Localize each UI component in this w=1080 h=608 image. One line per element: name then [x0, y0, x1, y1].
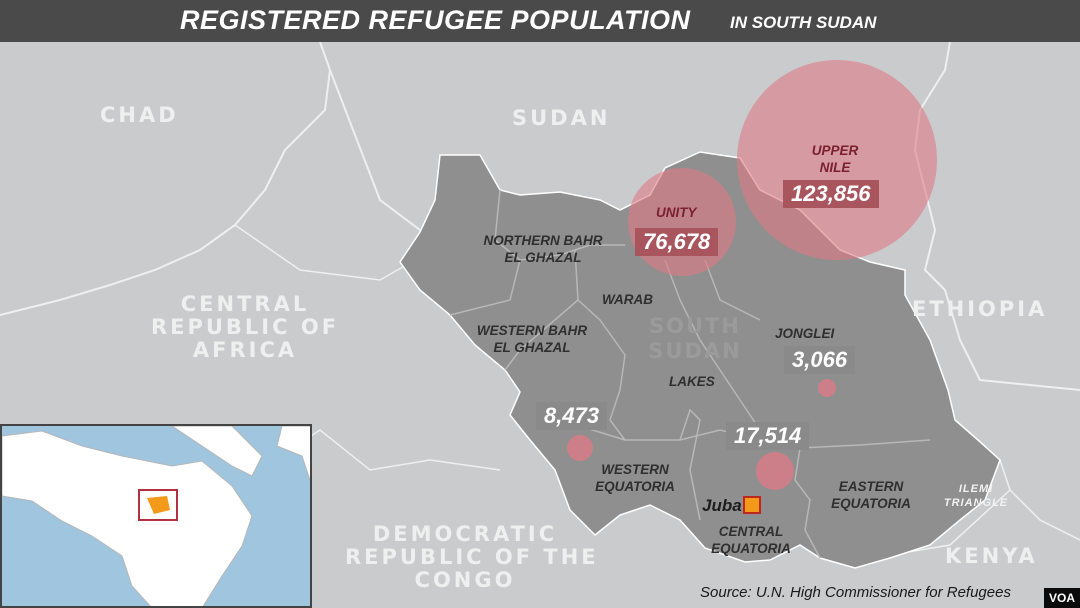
upper-nile-line-1: UPPER [811, 143, 859, 158]
label-ilemi-triangle: ILEMI TRIANGLE [936, 482, 1016, 510]
upper-nile-line-2: NILE [819, 160, 851, 175]
wbg-line-1: WESTERN BAHR [476, 323, 588, 338]
we-line-2: EQUATORIA [595, 479, 675, 494]
source-credit: Source: U.N. High Commissioner for Refug… [700, 584, 1011, 601]
border-wbg-north [449, 259, 521, 316]
state-label-jonglei: JONGLEI [775, 326, 835, 341]
ilemi-line-2: TRIANGLE [943, 497, 1009, 509]
drc-line-3: CONGO [414, 568, 516, 592]
car-line-1: CENTRAL [180, 292, 310, 316]
border-we-ce [679, 408, 701, 521]
state-label-western-bahr-el-ghazal: WESTERN BAHR EL GHAZAL [462, 322, 602, 356]
state-label-central-equatoria: CENTRAL EQUATORIA [703, 523, 799, 557]
ee-line-1: EASTERN [838, 479, 904, 494]
country-label-chad: CHAD [100, 103, 179, 127]
drc-line-1: DEMOCRATIC [372, 522, 558, 546]
south-sudan-line-2: SUDAN [648, 339, 742, 363]
state-label-eastern-equatoria: EASTERN EQUATORIA [823, 478, 919, 512]
inset-arabia [171, 426, 263, 477]
state-label-warab: WARAB [602, 292, 653, 307]
border-ce-ee [794, 447, 821, 559]
wbg-line-2: EL GHAZAL [493, 340, 571, 355]
border-ethiopia [913, 41, 1080, 391]
refugee-circle-jonglei [818, 379, 836, 397]
refugee-circle-unity [628, 168, 736, 276]
refugee-circle-upper-nile [737, 60, 937, 260]
border-wbg-warab [504, 299, 579, 371]
value-upper-nile: 123,856 [783, 180, 879, 208]
state-label-western-equatoria: WESTERN EQUATORIA [590, 461, 680, 495]
locator-inset-svg [2, 426, 310, 606]
border-chad-sudan [329, 69, 421, 231]
page-title: REGISTERED REFUGEE POPULATION [180, 5, 691, 35]
refugee-circle-central-equatoria [756, 452, 794, 490]
car-line-3: AFRICA [192, 338, 298, 362]
value-unity: 76,678 [635, 228, 719, 256]
border-jonglei [664, 259, 761, 431]
inset-focus-box [138, 489, 178, 521]
south-sudan-line-1: SOUTH [649, 314, 741, 338]
circle-label-unity: UNITY [656, 205, 697, 220]
circle-label-upper-nile: UPPER NILE [800, 142, 870, 176]
label-south-sudan: SOUTH SUDAN [640, 314, 750, 364]
border-nbg [494, 189, 625, 261]
nbg-line-1: NORTHERN BAHR [483, 233, 603, 248]
car-line-2: REPUBLIC OF [150, 315, 340, 339]
voa-logo: VOA [1044, 588, 1080, 608]
page-subtitle: IN SOUTH SUDAN [730, 13, 877, 32]
country-label-kenya: KENYA [945, 544, 1038, 568]
value-jonglei: 3,066 [784, 346, 856, 374]
ee-line-2: EQUATORIA [831, 496, 911, 511]
border-car-north [234, 224, 416, 281]
border-kenya [1009, 489, 1080, 541]
state-label-lakes: LAKES [669, 374, 715, 389]
refugee-circle-western-equatoria [567, 435, 593, 461]
ilemi-line-1: ILEMI [958, 483, 994, 495]
inset-south-sudan-highlight [147, 496, 170, 514]
state-label-northern-bahr-el-ghazal: NORTHERN BAHR EL GHAZAL [478, 232, 608, 266]
border-upper-nile-jonglei [704, 259, 761, 321]
country-label-drc: DEMOCRATIC REPUBLIC OF THE CONGO [345, 522, 599, 592]
inset-africa [2, 430, 253, 606]
ce-line-1: CENTRAL [718, 524, 784, 539]
country-label-car: CENTRAL REPUBLIC OF AFRICA [150, 293, 340, 362]
country-label-sudan: SUDAN [512, 106, 611, 130]
ce-line-2: EQUATORIA [711, 541, 791, 556]
title-bar: REGISTERED REFUGEE POPULATION IN SOUTH S… [0, 0, 1080, 42]
value-central-equatoria: 17,514 [726, 422, 810, 450]
value-western-equatoria: 8,473 [536, 402, 608, 430]
nbg-line-2: EL GHAZAL [504, 250, 582, 265]
inset-asia [276, 426, 310, 482]
city-label-juba: Juba [702, 496, 742, 515]
drc-line-2: REPUBLIC OF THE [345, 545, 599, 569]
country-label-ethiopia: ETHIOPIA [912, 297, 1048, 321]
locator-inset-map [0, 424, 312, 608]
city-marker-juba [743, 496, 761, 514]
we-line-1: WESTERN [601, 462, 669, 477]
